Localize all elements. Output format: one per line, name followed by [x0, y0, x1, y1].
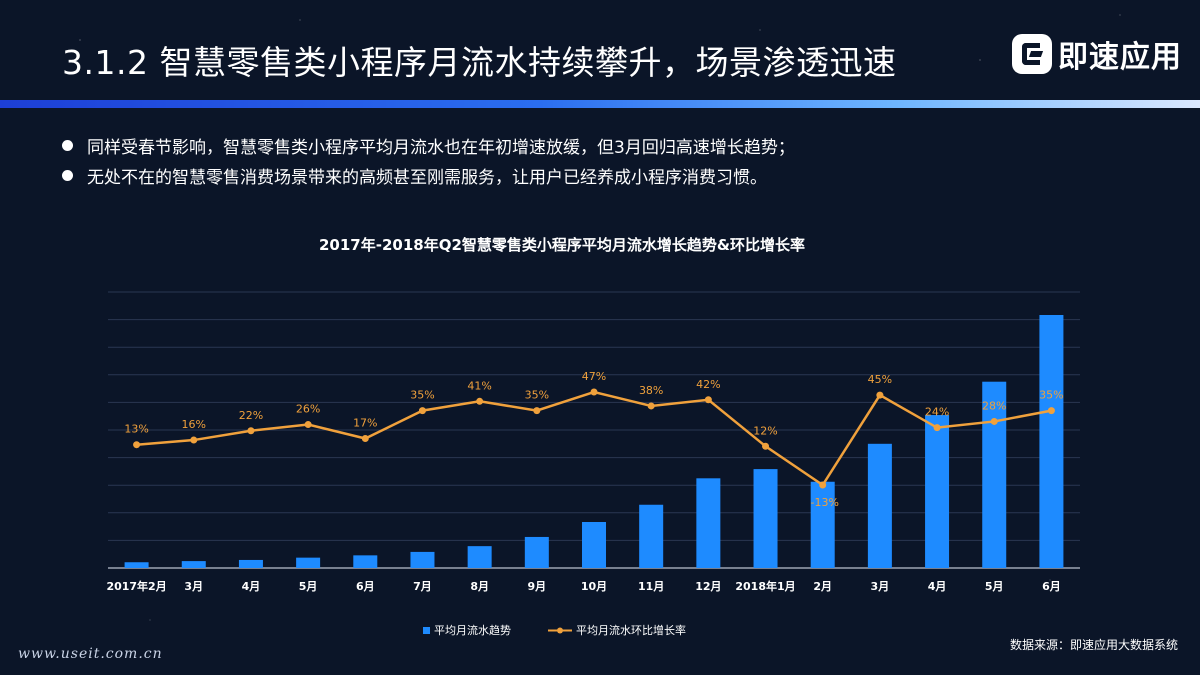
growth-rate-label: 35%	[1039, 389, 1063, 402]
growth-rate-label: 12%	[753, 424, 777, 437]
growth-rate-label: 47%	[582, 370, 606, 383]
x-tick-label: 8月	[470, 580, 489, 593]
legend-label: 平均月流水趋势	[434, 623, 511, 637]
growth-rate-point	[247, 427, 255, 435]
growth-rate-point	[533, 407, 541, 415]
x-axis: 2017年2月 3月 4月 5月 6月 7月 8月 9月 10月 11月 12月 2018年1月 2月 3…	[106, 579, 1060, 593]
bar	[410, 551, 435, 568]
growth-rate-point	[704, 396, 712, 404]
x-tick-label: 2月	[813, 580, 832, 593]
growth-rate-label: 41%	[467, 379, 491, 392]
growth-rate-label: 24%	[925, 406, 949, 419]
x-tick-label: 7月	[413, 580, 432, 593]
bar	[982, 381, 1007, 568]
chart-legend: 平均月流水趋势 平均月流水环比增长率	[423, 623, 686, 637]
bar	[867, 443, 892, 568]
line-series: 13% 16% 22% 26% 17% 35% 41% 35% 47% 38% 42% 12% -13%…	[124, 370, 1063, 509]
growth-rate-point	[361, 435, 369, 442]
growth-rate-label: 17%	[353, 417, 377, 430]
x-tick-label: 4月	[928, 580, 947, 593]
bar-series	[124, 315, 1064, 568]
growth-rate-point	[647, 402, 655, 410]
legend-label: 平均月流水环比增长率	[576, 623, 686, 637]
growth-rate-point	[476, 397, 484, 405]
x-tick-label: 12月	[695, 580, 721, 593]
title-divider	[0, 100, 1200, 108]
growth-rate-label: 16%	[182, 418, 206, 431]
x-tick-label: 3月	[871, 580, 890, 593]
growth-rate-label: 45%	[868, 373, 892, 386]
x-tick-label: 5月	[985, 580, 1004, 593]
legend-bar-swatch	[423, 627, 430, 634]
bullet-text: 同样受春节影响，智慧零售类小程序平均月流水也在年初增速放缓，但3月回归高速增长趋…	[87, 137, 795, 158]
bar	[124, 562, 149, 568]
x-tick-label: 9月	[527, 580, 546, 593]
chart-grid	[108, 291, 1080, 569]
brand-logo: 即速应用	[1012, 32, 1182, 76]
x-tick-label: 5月	[299, 580, 318, 593]
x-tick-label: 2017年2月	[106, 579, 166, 593]
bar	[181, 561, 206, 568]
bar	[639, 504, 664, 568]
data-source: 数据来源：即速应用大数据系统	[1009, 638, 1178, 652]
growth-rate-label: 22%	[239, 409, 263, 422]
growth-rate-point	[990, 417, 998, 425]
bar	[925, 415, 950, 568]
growth-rate-point	[819, 481, 827, 489]
growth-rate-label: 26%	[296, 403, 320, 416]
x-tick-label: 11月	[638, 580, 664, 593]
chart-title: 2017年-2018年Q2智慧零售类小程序平均月流水增长趋势&环比增长率	[319, 236, 805, 254]
bar	[1039, 315, 1064, 568]
legend-line-marker	[557, 627, 563, 634]
logo-icon	[1012, 34, 1052, 74]
growth-rate-label: 42%	[696, 378, 720, 391]
website-url: www.useit.com.cn	[18, 646, 163, 662]
bar	[353, 555, 378, 568]
logo-text: 即速应用	[1058, 40, 1182, 75]
growth-rate-label: 13%	[124, 423, 148, 436]
x-tick-label: 6月	[1042, 580, 1061, 593]
bar	[696, 478, 721, 568]
growth-rate-line	[136, 390, 1052, 487]
x-tick-label: 2018年1月	[735, 579, 795, 593]
growth-rate-point	[304, 421, 312, 429]
growth-rate-point	[762, 442, 770, 450]
bar	[753, 469, 778, 568]
bar	[296, 557, 321, 568]
growth-rate-label: 35%	[525, 389, 549, 402]
bar	[467, 546, 492, 568]
bullet-list: 同样受春节影响，智慧零售类小程序平均月流水也在年初增速放缓，但3月回归高速增长趋…	[62, 130, 795, 190]
growth-rate-point	[876, 391, 884, 399]
x-tick-label: 10月	[581, 580, 607, 593]
x-tick-label: 6月	[356, 580, 375, 593]
page-title: 3.1.2 智慧零售类小程序月流水持续攀升，场景渗透迅速	[62, 43, 897, 82]
bullet-item: 无处不在的智慧零售消费场景带来的高频甚至刚需服务，让用户已经养成小程序消费习惯。	[62, 160, 795, 190]
bar	[810, 481, 835, 568]
bullet-dot-icon	[62, 169, 73, 181]
growth-rate-label: 38%	[639, 384, 663, 397]
bullet-text: 无处不在的智慧零售消费场景带来的高频甚至刚需服务，让用户已经养成小程序消费习惯。	[87, 167, 767, 188]
growth-rate-label: 35%	[410, 389, 434, 402]
growth-rate-point	[418, 407, 426, 415]
growth-rate-point	[1047, 407, 1055, 415]
growth-rate-point	[933, 424, 941, 432]
x-tick-label: 3月	[184, 580, 203, 593]
growth-rate-point	[190, 436, 198, 444]
bar	[524, 536, 549, 568]
growth-rate-label: -13%	[810, 496, 838, 509]
x-tick-label: 4月	[242, 580, 261, 593]
bar	[582, 522, 606, 568]
bar	[238, 559, 263, 568]
growth-rate-label: 28%	[982, 399, 1006, 412]
growth-rate-point	[590, 388, 598, 396]
bullet-dot-icon	[62, 139, 73, 151]
bullet-item: 同样受春节影响，智慧零售类小程序平均月流水也在年初增速放缓，但3月回归高速增长趋…	[62, 130, 795, 160]
growth-rate-point	[133, 441, 141, 449]
